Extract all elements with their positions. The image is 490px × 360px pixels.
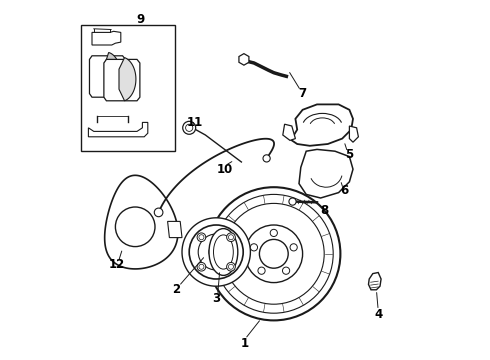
Circle shape [116, 207, 155, 247]
Circle shape [290, 244, 297, 251]
Polygon shape [119, 58, 136, 101]
Circle shape [227, 233, 235, 242]
Circle shape [228, 264, 233, 269]
Circle shape [183, 121, 196, 134]
Circle shape [198, 234, 234, 270]
Ellipse shape [289, 198, 296, 205]
Polygon shape [105, 175, 178, 269]
Circle shape [197, 262, 206, 271]
Circle shape [228, 235, 233, 240]
Text: 1: 1 [241, 337, 249, 350]
Circle shape [199, 264, 204, 269]
Text: 10: 10 [217, 163, 233, 176]
Text: 4: 4 [374, 309, 382, 321]
Circle shape [263, 155, 270, 162]
Ellipse shape [214, 235, 233, 269]
Polygon shape [92, 31, 121, 45]
Text: 9: 9 [137, 13, 145, 26]
Polygon shape [368, 273, 381, 290]
Circle shape [227, 262, 235, 271]
Circle shape [258, 267, 265, 274]
Text: 11: 11 [187, 116, 203, 129]
Polygon shape [168, 221, 182, 238]
Polygon shape [104, 59, 140, 101]
Circle shape [186, 124, 193, 131]
Circle shape [282, 267, 290, 274]
Polygon shape [349, 126, 358, 142]
Text: 2: 2 [172, 283, 181, 296]
Circle shape [209, 245, 223, 259]
Polygon shape [283, 124, 295, 140]
Polygon shape [104, 53, 121, 99]
Circle shape [207, 187, 341, 320]
Text: 12: 12 [109, 258, 125, 271]
Text: 8: 8 [320, 204, 328, 217]
Text: 5: 5 [345, 148, 353, 161]
Text: 7: 7 [298, 87, 307, 100]
Circle shape [197, 233, 206, 242]
Polygon shape [292, 104, 353, 146]
Circle shape [259, 239, 288, 268]
Text: 3: 3 [212, 292, 220, 305]
Circle shape [199, 235, 204, 240]
Polygon shape [182, 218, 250, 286]
Text: 6: 6 [340, 184, 348, 197]
Bar [81, 25, 175, 151]
Polygon shape [299, 149, 353, 198]
Circle shape [189, 225, 243, 279]
Polygon shape [239, 54, 249, 65]
Polygon shape [90, 56, 125, 97]
Ellipse shape [209, 229, 238, 275]
Circle shape [154, 208, 163, 217]
Polygon shape [88, 122, 148, 137]
Circle shape [250, 244, 258, 251]
Circle shape [245, 225, 303, 283]
Circle shape [270, 229, 277, 237]
